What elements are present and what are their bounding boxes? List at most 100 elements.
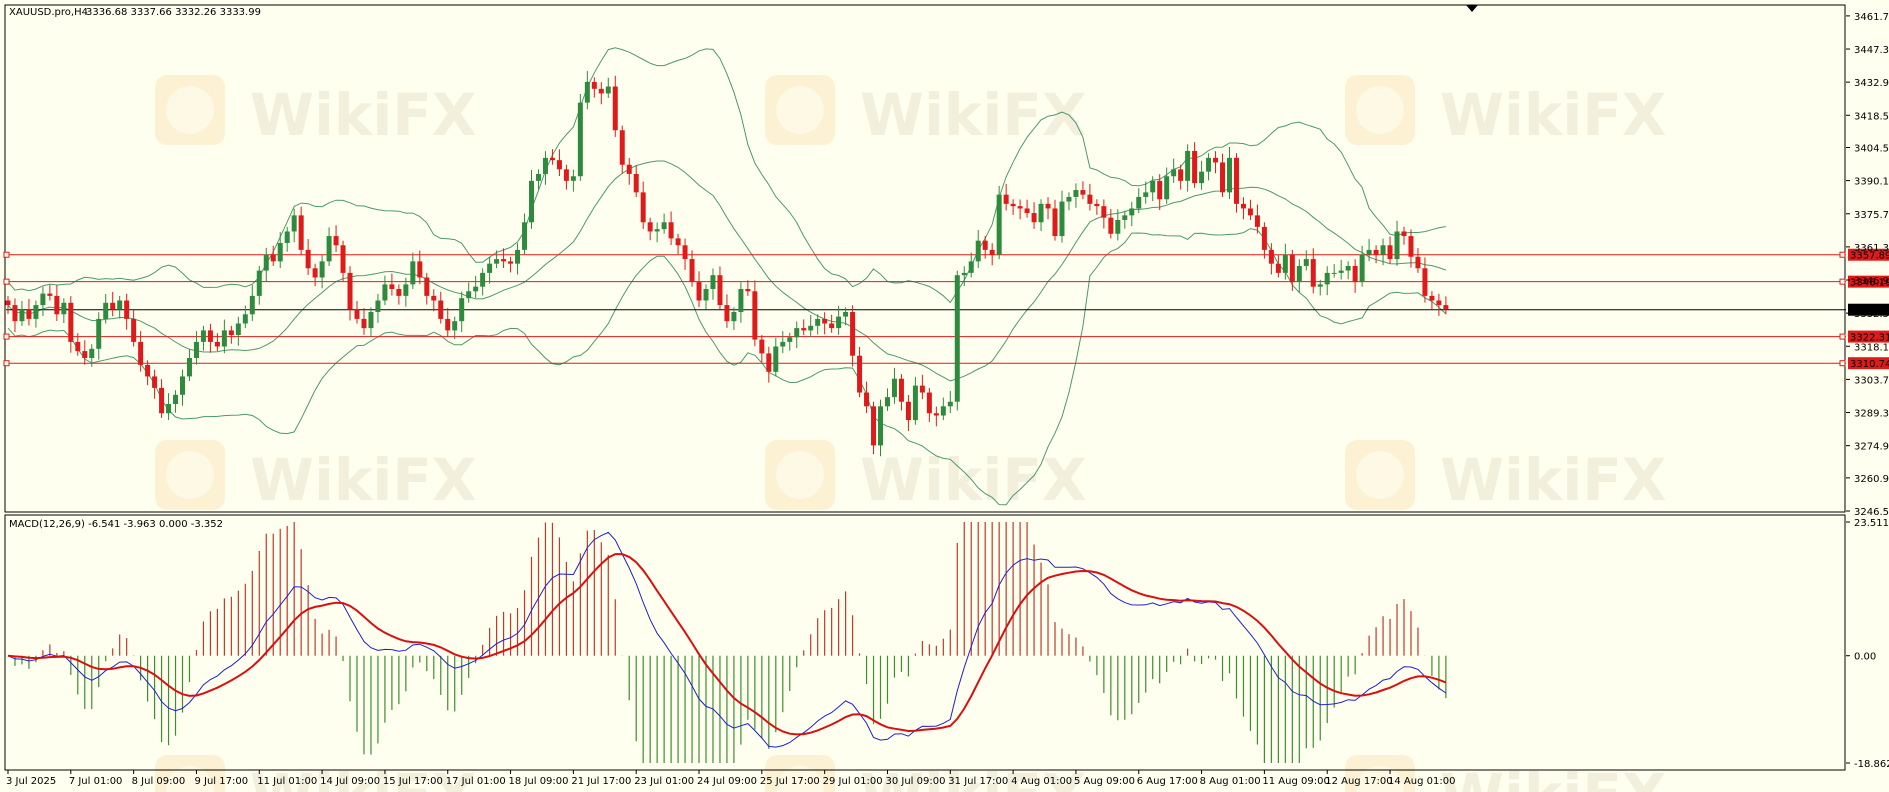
candle[interactable] bbox=[361, 308, 367, 335]
candle[interactable] bbox=[891, 367, 897, 404]
candle[interactable] bbox=[1087, 183, 1093, 211]
candle[interactable] bbox=[1143, 181, 1149, 204]
candle[interactable] bbox=[857, 346, 863, 398]
candle[interactable] bbox=[291, 208, 297, 243]
candle[interactable] bbox=[1017, 199, 1023, 220]
candle[interactable] bbox=[103, 294, 109, 324]
level-anchor[interactable] bbox=[3, 251, 10, 258]
candle[interactable] bbox=[696, 271, 702, 308]
candle[interactable] bbox=[815, 314, 821, 335]
candle[interactable] bbox=[612, 75, 618, 137]
candle[interactable] bbox=[752, 280, 758, 347]
candle[interactable] bbox=[961, 266, 967, 286]
candle[interactable] bbox=[12, 298, 18, 333]
candle[interactable] bbox=[1206, 153, 1212, 181]
candle[interactable] bbox=[1240, 197, 1246, 220]
candle[interactable] bbox=[522, 213, 528, 255]
candle[interactable] bbox=[933, 406, 939, 427]
candle[interactable] bbox=[626, 158, 632, 185]
candle[interactable] bbox=[152, 369, 158, 399]
candle[interactable] bbox=[1429, 291, 1435, 310]
candle[interactable] bbox=[675, 233, 681, 255]
candle[interactable] bbox=[1310, 248, 1316, 294]
candle[interactable] bbox=[878, 399, 883, 457]
candle[interactable] bbox=[745, 280, 751, 296]
candle[interactable] bbox=[228, 325, 234, 344]
candle[interactable] bbox=[131, 310, 137, 347]
candle[interactable] bbox=[333, 225, 339, 252]
candle[interactable] bbox=[717, 266, 723, 310]
candle[interactable] bbox=[724, 294, 730, 328]
candle[interactable] bbox=[1010, 199, 1016, 215]
candle[interactable] bbox=[1115, 209, 1121, 241]
candle[interactable] bbox=[173, 390, 179, 413]
candle[interactable] bbox=[33, 300, 39, 328]
candle[interactable] bbox=[975, 229, 981, 269]
candle[interactable] bbox=[1366, 239, 1372, 262]
candle[interactable] bbox=[19, 300, 25, 326]
candle[interactable] bbox=[661, 213, 667, 234]
candle[interactable] bbox=[375, 293, 381, 323]
candle[interactable] bbox=[989, 243, 995, 266]
candle[interactable] bbox=[710, 268, 716, 300]
candle[interactable] bbox=[1275, 254, 1281, 278]
candle[interactable] bbox=[864, 381, 870, 413]
candle[interactable] bbox=[445, 308, 451, 338]
candle[interactable] bbox=[1038, 199, 1044, 232]
candle[interactable] bbox=[542, 151, 548, 185]
candle[interactable] bbox=[598, 82, 604, 105]
candle[interactable] bbox=[1324, 266, 1330, 296]
candle[interactable] bbox=[996, 185, 1002, 260]
candle[interactable] bbox=[926, 387, 932, 422]
candle[interactable] bbox=[563, 164, 569, 190]
candle[interactable] bbox=[298, 206, 304, 255]
candle[interactable] bbox=[1066, 192, 1072, 211]
candle[interactable] bbox=[1261, 222, 1267, 259]
candle[interactable] bbox=[326, 227, 332, 266]
candle[interactable] bbox=[808, 314, 814, 338]
candle[interactable] bbox=[1094, 199, 1100, 215]
candle[interactable] bbox=[1059, 190, 1065, 243]
candle[interactable] bbox=[1422, 257, 1428, 303]
candle[interactable] bbox=[1213, 151, 1219, 174]
candle[interactable] bbox=[1380, 238, 1386, 266]
candle[interactable] bbox=[633, 165, 639, 197]
level-anchor[interactable] bbox=[1839, 278, 1846, 285]
candle[interactable] bbox=[166, 393, 172, 420]
candle[interactable] bbox=[159, 379, 165, 418]
candle[interactable] bbox=[619, 125, 625, 174]
candle[interactable] bbox=[1254, 204, 1260, 234]
candle[interactable] bbox=[466, 282, 472, 303]
candle[interactable] bbox=[424, 272, 430, 305]
candle[interactable] bbox=[410, 252, 416, 289]
candle[interactable] bbox=[912, 376, 918, 425]
candle[interactable] bbox=[801, 319, 807, 335]
candle[interactable] bbox=[40, 286, 46, 316]
candle[interactable] bbox=[647, 217, 653, 241]
candle[interactable] bbox=[61, 298, 67, 324]
candle[interactable] bbox=[947, 390, 953, 413]
candle[interactable] bbox=[794, 321, 800, 349]
candle[interactable] bbox=[138, 331, 144, 372]
candle[interactable] bbox=[1192, 142, 1198, 188]
candle[interactable] bbox=[738, 282, 744, 323]
candle[interactable] bbox=[1122, 210, 1128, 229]
candle[interactable] bbox=[186, 349, 192, 382]
macd-indicator[interactable] bbox=[7, 522, 1447, 763]
candle[interactable] bbox=[884, 388, 890, 411]
candle[interactable] bbox=[515, 243, 521, 275]
candle[interactable] bbox=[256, 265, 262, 305]
candle[interactable] bbox=[1268, 243, 1274, 275]
candle[interactable] bbox=[1289, 249, 1295, 291]
level-anchor[interactable] bbox=[3, 278, 10, 285]
candle[interactable] bbox=[1338, 259, 1344, 280]
candle[interactable] bbox=[284, 226, 290, 252]
candle[interactable] bbox=[54, 285, 60, 321]
candle[interactable] bbox=[431, 289, 437, 312]
candle[interactable] bbox=[731, 307, 737, 330]
candle[interactable] bbox=[529, 170, 534, 229]
candle[interactable] bbox=[47, 284, 53, 301]
candle[interactable] bbox=[235, 316, 241, 346]
candle[interactable] bbox=[1164, 167, 1170, 204]
